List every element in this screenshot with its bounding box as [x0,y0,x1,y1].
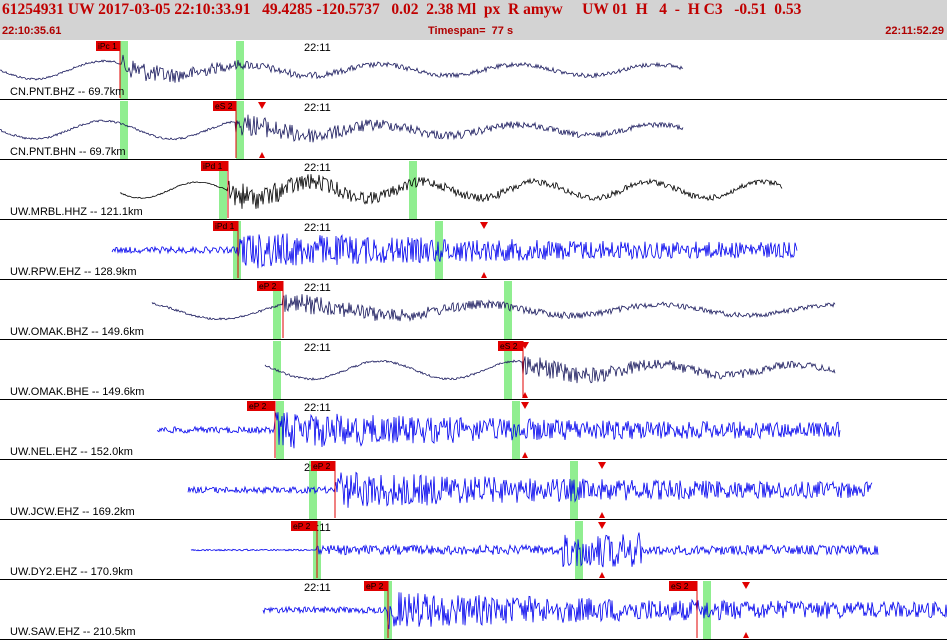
minute-mark: 22:11 [304,342,331,354]
arrival-marker [598,522,606,529]
pick-window [570,461,578,519]
waveform [0,54,684,83]
trace-row[interactable]: 22:11 eS 2 UW.OMAK.BHE -- 149.6km [0,341,947,400]
trace-row[interactable]: 22:11 iPc 1 CN.PNT.BHZ -- 69.7km [0,41,947,100]
waveform [119,174,783,209]
pick-flag [364,581,388,591]
minute-mark: 22:11 [304,162,331,174]
waveform [190,532,879,568]
arrival-marker [743,632,749,638]
start-time: 22:10:35.61 [2,25,62,37]
minute-mark: 22:11 [304,282,331,294]
arrival-marker [481,272,487,278]
pick-flag [498,341,523,351]
pick-label: eP 2 [366,581,384,591]
minute-mark: 22:11 [304,582,331,594]
trace-row[interactable]: 22:11 eS 2 CN.PNT.BHN -- 69.7km [0,101,947,160]
pick-window [575,521,583,579]
station-label: UW.NEL.EHZ -- 152.0km [10,446,133,458]
station-label: UW.MRBL.HHZ -- 121.1km [10,206,143,218]
pick-window [409,161,417,219]
pick-label: iPd 1 [215,221,235,231]
arrival-marker [521,402,529,409]
station-label: UW.DY2.EHZ -- 170.9km [10,566,133,578]
pick-label: eS 2 [500,341,518,351]
pick-label: eP 2 [259,281,277,291]
arrival-marker [521,342,529,349]
pick-window [120,41,128,99]
arrival-marker [522,452,528,458]
station-label: CN.PNT.BHZ -- 69.7km [10,86,124,98]
pick-flag [213,221,238,231]
timespan-label: Timespan= 77 s [428,25,514,37]
pick-label: eP 2 [293,521,311,531]
pick-window [435,221,443,279]
pick-window [219,161,227,219]
pick-label: iPd 1 [203,161,223,171]
pick-window [504,341,512,399]
trace-row[interactable]: 22:11 eP 2 UW.OMAK.BHZ -- 149.6km [0,281,947,340]
event-title: 61254931 UW 2017-03-05 22:10:33.91 49.42… [2,1,802,18]
pick-flag [247,401,275,411]
pick-flag [257,281,283,291]
pick-window [236,41,244,99]
arrival-marker [742,582,750,589]
pick-window [236,101,244,159]
waveform [187,471,873,508]
pick-label: eP 2 [249,401,267,411]
trace-row[interactable]: 22:11 iPd 1 UW.RPW.EHZ -- 128.9km [0,221,947,280]
arrival-marker [259,152,265,158]
station-label: UW.SAW.EHZ -- 210.5km [10,626,136,638]
minute-mark: 22:11 [304,102,331,114]
waveform [111,233,798,269]
pick-label: eS 2 [671,581,689,591]
pick-flag [311,461,335,471]
pick-window [504,281,512,339]
pick-flag [213,101,236,111]
minute-mark: 22:11 [304,42,331,54]
end-time: 22:11:52.29 [885,25,944,37]
waveform [0,114,684,143]
arrival-marker [258,102,266,109]
minute-mark: 22:11 [304,222,331,234]
station-label: UW.JCW.EHZ -- 169.2km [10,506,135,518]
waveform [264,356,836,384]
station-label: UW.RPW.EHZ -- 128.9km [10,266,137,278]
minute-mark: 22:11 [304,402,331,414]
pick-window [703,581,711,639]
trace-row[interactable]: 22:11 iPd 1 UW.MRBL.HHZ -- 121.1km [0,161,947,220]
arrival-marker [522,392,528,398]
pick-window [273,341,281,399]
pick-label: eS 2 [215,101,233,111]
pick-flag [201,161,228,171]
seismogram-panel[interactable]: 22:11 iPc 1 CN.PNT.BHZ -- 69.7km 22:11 eS 2 C… [0,40,947,640]
station-label: UW.OMAK.BHE -- 149.6km [10,386,144,398]
arrival-marker [480,222,488,229]
pick-label: eP 2 [313,461,331,471]
waveform [262,592,947,630]
pick-window [273,281,281,339]
pick-window [309,461,317,519]
pick-flag [291,521,317,531]
arrival-marker [599,512,605,518]
station-label: UW.OMAK.BHZ -- 149.6km [10,326,144,338]
pick-window [120,101,128,159]
pick-flag [669,581,697,591]
header-bar: 61254931 UW 2017-03-05 22:10:33.91 49.42… [0,0,947,40]
waveform [151,294,836,322]
arrival-marker [598,462,606,469]
waveform [156,412,841,449]
trace-row[interactable]: 22:11 eP 2 eS 2 UW.SAW.EHZ -- 210.5km [0,581,947,640]
pick-window [512,401,520,459]
trace-row[interactable]: 22:11 eP 2 UW.NEL.EHZ -- 152.0km [0,401,947,460]
pick-flag [96,41,120,51]
station-label: CN.PNT.BHN -- 69.7km [10,146,126,158]
arrival-marker [599,572,605,578]
pick-label: iPc 1 [98,41,117,51]
